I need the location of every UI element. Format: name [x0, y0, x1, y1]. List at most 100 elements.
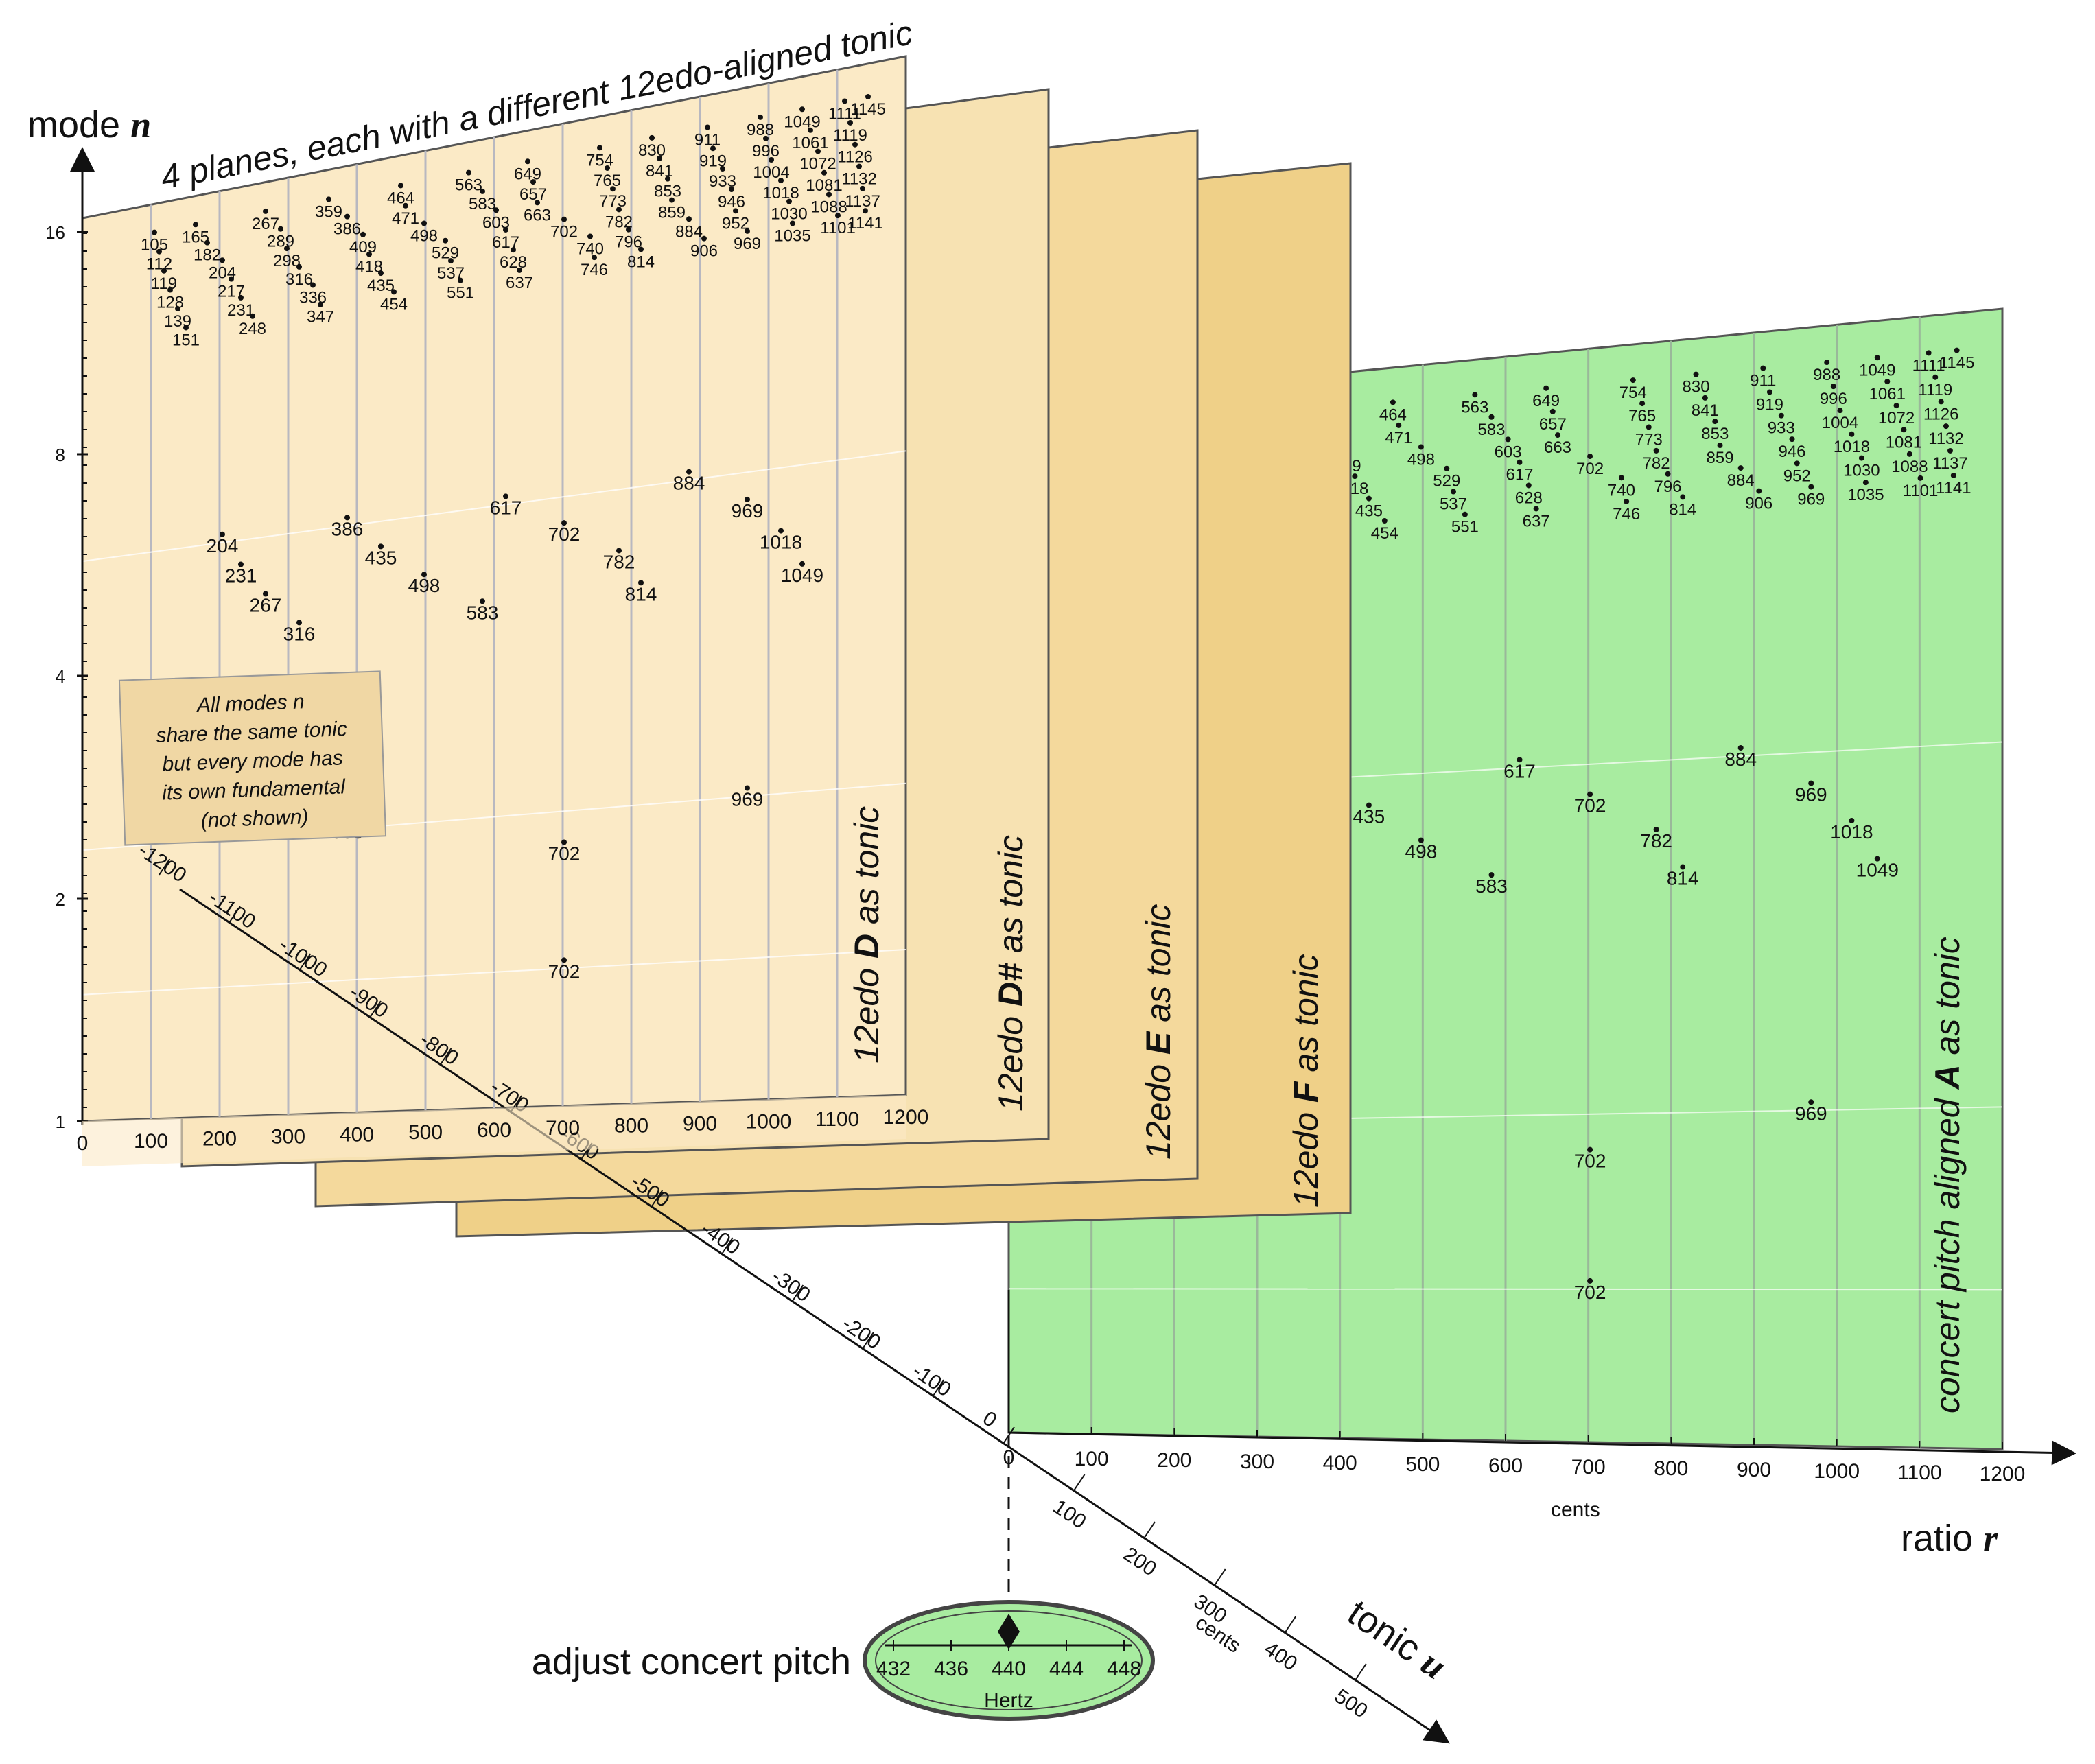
- plane-d-point-label: 1119: [833, 126, 867, 145]
- plane-a-point-dot: [1488, 414, 1495, 420]
- plane-a-point-dot: [1525, 482, 1532, 489]
- plane-d-point-dot: [561, 520, 567, 526]
- plane-d-point-dot: [220, 531, 225, 537]
- plane-d-point-dot: [821, 169, 827, 176]
- plane-d-point-dot: [296, 620, 302, 626]
- plane-a-point-label: 814: [1669, 500, 1696, 519]
- plane-d-point-dot: [511, 247, 516, 253]
- plane-d-point-label: 969: [734, 235, 761, 253]
- plane-a-point-label: 740: [1608, 481, 1635, 499]
- plane-a-point-dot: [1639, 401, 1646, 407]
- plane-a-point-dot: [1653, 447, 1659, 454]
- plane-a-point-label: 996: [1820, 390, 1847, 408]
- plane-d-point-dot: [847, 119, 853, 126]
- plane-a-point-dot: [1418, 837, 1424, 843]
- plane-d-base-tick-label: 500: [408, 1121, 443, 1144]
- plane-a-point-label: 563: [1461, 398, 1488, 416]
- plane-a-point-label: 1030: [1843, 462, 1880, 480]
- plane-a-point-dot: [1646, 424, 1652, 430]
- plane-a-point-label: 617: [1503, 760, 1536, 781]
- plane-a-point-label: 498: [1405, 841, 1438, 862]
- plane-d-point-dot: [826, 191, 832, 198]
- plane-d-point-label: 435: [365, 547, 397, 568]
- plane-d-point-label: 1137: [845, 192, 880, 211]
- plane-d-point-label: 1049: [784, 113, 820, 131]
- plane-a-point-dot: [1653, 826, 1659, 832]
- note-box-line: (not shown): [200, 805, 309, 832]
- plane-d-point-dot: [605, 165, 610, 171]
- plane-d-point-dot: [686, 469, 692, 475]
- plane-a-point-label: 1145: [1939, 354, 1975, 373]
- plane-d-point-dot: [378, 270, 384, 277]
- plane-d-point-dot: [525, 158, 530, 165]
- plane-a-point-label: 1141: [1936, 479, 1971, 497]
- plane-d-point-label: 267: [252, 215, 279, 233]
- plane-d-point-dot: [250, 313, 255, 319]
- plane-d-point-dot: [278, 226, 283, 232]
- plane-a-point-dot: [1950, 472, 1956, 478]
- plane-d-point-label: 563: [455, 176, 482, 195]
- plane-a-point-dot: [1587, 454, 1593, 460]
- plane-a-point-dot: [1926, 350, 1932, 356]
- mode-axis-label: mode n: [27, 104, 151, 145]
- concert-pitch-control[interactable]: 432 436 440 444 448 Hertz adjust concert pit…: [532, 1435, 1155, 1721]
- plane-d-point-dot: [238, 561, 244, 567]
- plane-d-point-dot: [263, 591, 268, 597]
- plane-d-point-dot: [391, 289, 397, 295]
- plane-a-point-label: 435: [1355, 502, 1383, 521]
- plane-a-point-dot: [1444, 465, 1450, 471]
- plane-d-point-label: 182: [194, 246, 221, 265]
- plane-d-point-label: 267: [250, 595, 282, 616]
- plane-d-point-dot: [220, 257, 225, 263]
- tonic-tick: [439, 1048, 452, 1066]
- plane-d-point-label: 1081: [806, 176, 842, 195]
- plane-a-point-dot: [1901, 427, 1907, 433]
- plane-d-point-label: 1018: [762, 184, 799, 202]
- plane-d-point-label: 1126: [837, 148, 873, 167]
- plane-a-point-dot: [1837, 408, 1843, 414]
- plane-d-base-tick-label: 400: [340, 1123, 374, 1146]
- plane-a-point-label: 853: [1701, 425, 1729, 443]
- plane-d-point-dot: [238, 294, 244, 301]
- plane-d-point-dot: [638, 246, 644, 252]
- plane-d-point-dot: [616, 548, 622, 554]
- plane-d-point-label: 1132: [841, 170, 877, 189]
- plane-d-base-tick-label: 1000: [746, 1110, 792, 1133]
- plane-d-point-dot: [729, 186, 734, 192]
- hertz-tick-label: 444: [1049, 1658, 1084, 1680]
- plane-a-point-dot: [1932, 374, 1939, 380]
- plane-a-point-dot: [1381, 518, 1388, 524]
- tonic-tick-label: 500: [1331, 1684, 1372, 1722]
- plane-d-point-label: 1030: [771, 205, 807, 224]
- plane-d-base-tick-label: 700: [546, 1117, 580, 1140]
- plane-d-point-label: 740: [576, 240, 604, 259]
- plane-d-point-dot: [561, 957, 567, 963]
- plane-d-point-dot: [229, 276, 234, 282]
- tonic-axis-label: tonic u: [1340, 1592, 1453, 1687]
- ratio-axis-label: ratio r: [1901, 1518, 1998, 1559]
- plane-d-point-label: 409: [349, 238, 377, 257]
- plane-a-point-label: 1111: [1912, 356, 1945, 375]
- plane-a-point-dot: [1874, 856, 1880, 862]
- tonic-tick: [158, 858, 171, 876]
- plane-a-point-dot: [1680, 494, 1686, 500]
- plane-d-point-dot: [799, 561, 805, 567]
- plane-d-point-dot: [503, 493, 508, 499]
- plane-d-point-label: 464: [387, 189, 414, 207]
- plane-a-point-label: 498: [1407, 450, 1435, 469]
- plane-a-point-dot: [1533, 506, 1539, 512]
- plane-d-point-label: 359: [315, 202, 342, 221]
- plane-d-point-dot: [480, 188, 485, 194]
- tonic-tick-label: 200: [1119, 1542, 1160, 1580]
- plane-d-point-dot: [710, 145, 716, 152]
- plane-a-point-dot: [1352, 473, 1358, 480]
- concert-pitch-marker[interactable]: [998, 1614, 1020, 1649]
- plane-d-point-label: 1145: [850, 100, 886, 119]
- plane-a-point-label: 906: [1745, 495, 1772, 513]
- plane-a-point-label: 782: [1640, 830, 1672, 851]
- plane-d-point-dot: [344, 213, 350, 220]
- plane-a-point-label: 782: [1643, 454, 1670, 473]
- plane-d-point-label: 782: [603, 551, 635, 572]
- plane-a-point-label: 952: [1783, 467, 1811, 485]
